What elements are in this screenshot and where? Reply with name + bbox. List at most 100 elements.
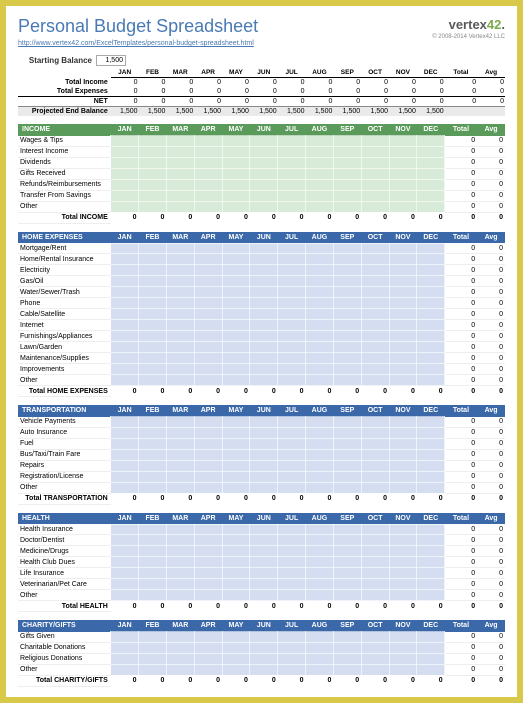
data-cell[interactable] <box>417 438 445 449</box>
data-cell[interactable] <box>111 179 139 190</box>
data-cell[interactable] <box>417 642 445 653</box>
data-cell[interactable] <box>361 482 389 493</box>
data-cell[interactable] <box>306 590 334 601</box>
data-cell[interactable] <box>333 364 361 375</box>
data-cell[interactable] <box>278 460 306 471</box>
data-cell[interactable] <box>361 632 389 643</box>
data-cell[interactable] <box>333 146 361 157</box>
data-cell[interactable] <box>222 417 250 428</box>
data-cell[interactable] <box>333 179 361 190</box>
data-cell[interactable] <box>361 375 389 386</box>
data-cell[interactable] <box>361 449 389 460</box>
data-cell[interactable] <box>361 579 389 590</box>
data-cell[interactable] <box>139 449 167 460</box>
data-cell[interactable] <box>111 331 139 342</box>
data-cell[interactable] <box>333 298 361 309</box>
data-cell[interactable] <box>166 632 194 643</box>
data-cell[interactable] <box>306 254 334 265</box>
data-cell[interactable] <box>306 471 334 482</box>
data-cell[interactable] <box>166 449 194 460</box>
data-cell[interactable] <box>417 590 445 601</box>
data-cell[interactable] <box>139 417 167 428</box>
data-cell[interactable] <box>139 546 167 557</box>
data-cell[interactable] <box>222 254 250 265</box>
data-cell[interactable] <box>333 265 361 276</box>
data-cell[interactable] <box>417 190 445 201</box>
data-cell[interactable] <box>250 320 278 331</box>
data-cell[interactable] <box>111 287 139 298</box>
data-cell[interactable] <box>222 320 250 331</box>
data-cell[interactable] <box>417 353 445 364</box>
data-cell[interactable] <box>139 535 167 546</box>
data-cell[interactable] <box>389 265 417 276</box>
starting-balance-input[interactable] <box>96 55 126 66</box>
data-cell[interactable] <box>333 254 361 265</box>
data-cell[interactable] <box>306 243 334 254</box>
data-cell[interactable] <box>250 579 278 590</box>
data-cell[interactable] <box>222 265 250 276</box>
data-cell[interactable] <box>417 157 445 168</box>
data-cell[interactable] <box>278 342 306 353</box>
data-cell[interactable] <box>139 157 167 168</box>
data-cell[interactable] <box>139 201 167 212</box>
data-cell[interactable] <box>306 276 334 287</box>
data-cell[interactable] <box>139 320 167 331</box>
data-cell[interactable] <box>139 632 167 643</box>
data-cell[interactable] <box>194 157 222 168</box>
data-cell[interactable] <box>333 438 361 449</box>
data-cell[interactable] <box>194 579 222 590</box>
data-cell[interactable] <box>139 364 167 375</box>
data-cell[interactable] <box>111 482 139 493</box>
data-cell[interactable] <box>306 146 334 157</box>
data-cell[interactable] <box>222 276 250 287</box>
data-cell[interactable] <box>333 331 361 342</box>
data-cell[interactable] <box>278 287 306 298</box>
data-cell[interactable] <box>222 298 250 309</box>
data-cell[interactable] <box>166 353 194 364</box>
data-cell[interactable] <box>222 460 250 471</box>
data-cell[interactable] <box>278 157 306 168</box>
data-cell[interactable] <box>166 653 194 664</box>
data-cell[interactable] <box>194 471 222 482</box>
data-cell[interactable] <box>166 243 194 254</box>
data-cell[interactable] <box>166 524 194 535</box>
data-cell[interactable] <box>250 146 278 157</box>
data-cell[interactable] <box>194 482 222 493</box>
data-cell[interactable] <box>250 546 278 557</box>
data-cell[interactable] <box>250 353 278 364</box>
data-cell[interactable] <box>278 276 306 287</box>
data-cell[interactable] <box>389 417 417 428</box>
data-cell[interactable] <box>389 482 417 493</box>
data-cell[interactable] <box>250 427 278 438</box>
data-cell[interactable] <box>139 568 167 579</box>
data-cell[interactable] <box>166 287 194 298</box>
data-cell[interactable] <box>306 664 334 675</box>
data-cell[interactable] <box>222 342 250 353</box>
data-cell[interactable] <box>361 190 389 201</box>
data-cell[interactable] <box>111 243 139 254</box>
data-cell[interactable] <box>166 535 194 546</box>
data-cell[interactable] <box>194 460 222 471</box>
data-cell[interactable] <box>333 653 361 664</box>
data-cell[interactable] <box>389 287 417 298</box>
data-cell[interactable] <box>111 136 139 147</box>
data-cell[interactable] <box>389 168 417 179</box>
data-cell[interactable] <box>278 309 306 320</box>
data-cell[interactable] <box>166 136 194 147</box>
data-cell[interactable] <box>139 557 167 568</box>
data-cell[interactable] <box>194 201 222 212</box>
data-cell[interactable] <box>166 168 194 179</box>
data-cell[interactable] <box>278 557 306 568</box>
data-cell[interactable] <box>194 342 222 353</box>
data-cell[interactable] <box>194 265 222 276</box>
data-cell[interactable] <box>139 460 167 471</box>
data-cell[interactable] <box>389 298 417 309</box>
data-cell[interactable] <box>111 168 139 179</box>
data-cell[interactable] <box>333 375 361 386</box>
data-cell[interactable] <box>166 254 194 265</box>
data-cell[interactable] <box>250 568 278 579</box>
data-cell[interactable] <box>333 157 361 168</box>
data-cell[interactable] <box>333 353 361 364</box>
data-cell[interactable] <box>306 320 334 331</box>
data-cell[interactable] <box>111 146 139 157</box>
